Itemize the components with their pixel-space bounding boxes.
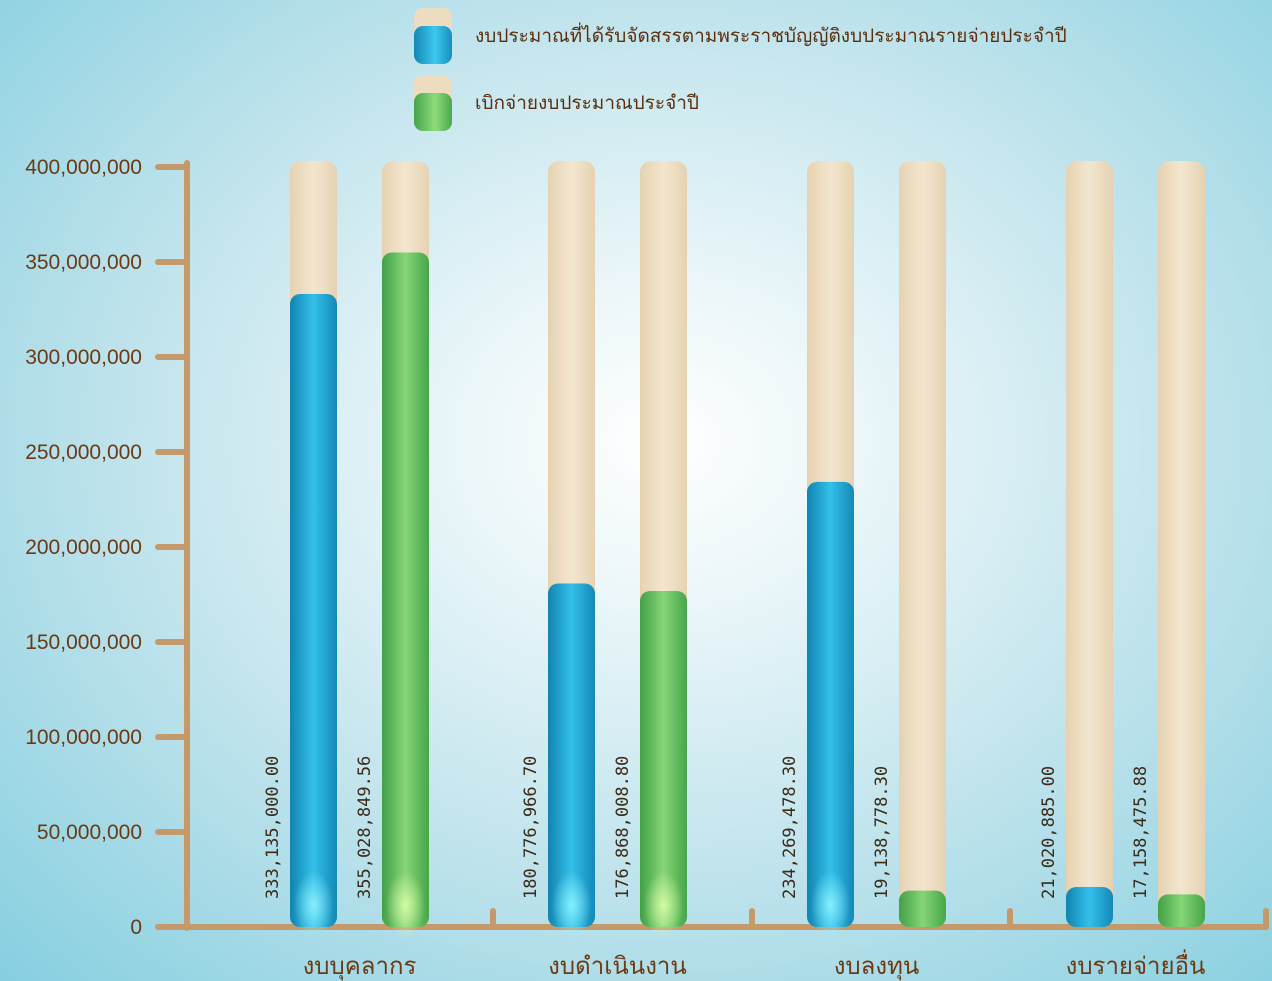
bar-disbursed — [382, 252, 429, 927]
legend-label-disbursed: เบิกจ่ายงบประมาณประจำปี — [475, 92, 699, 114]
y-tick-label: 0 — [130, 916, 142, 939]
x-category-label: งบลงทุน — [834, 952, 920, 981]
data-label: 180,776,966.70 — [521, 756, 541, 899]
data-label: 176,868,008.80 — [613, 756, 633, 899]
bar-disbursed — [899, 890, 946, 927]
x-category-label: งบรายจ่ายอื่น — [1066, 949, 1206, 980]
data-label: 21,020,885.00 — [1039, 766, 1059, 899]
legend-item-allocated: งบประมาณที่ได้รับจัดสรรตามพระราชบัญญัติง… — [414, 8, 1067, 64]
legend-swatch-disbursed — [414, 75, 452, 131]
data-label: 355,028,849.56 — [355, 756, 375, 899]
bar-glow — [810, 871, 851, 939]
bar-glow — [551, 871, 592, 939]
legend-swatch-allocated — [414, 8, 452, 64]
data-label: 19,138,778.30 — [872, 766, 892, 899]
bar-track — [899, 161, 946, 927]
legend-item-disbursed: เบิกจ่ายงบประมาณประจำปี — [414, 75, 1067, 131]
y-tick-label: 400,000,000 — [25, 156, 142, 179]
bar-disbursed — [1158, 894, 1205, 927]
y-tick-label: 350,000,000 — [25, 251, 142, 274]
legend-label-allocated: งบประมาณที่ได้รับจัดสรรตามพระราชบัญญัติง… — [475, 25, 1067, 47]
bar-allocated — [548, 583, 595, 927]
x-category-label: งบดำเนินงาน — [548, 952, 687, 980]
y-tick-label: 300,000,000 — [25, 346, 142, 369]
bar-glow — [385, 871, 426, 939]
data-label: 17,158,475.88 — [1131, 766, 1151, 899]
y-tick-label: 150,000,000 — [25, 631, 142, 654]
y-tick-label: 100,000,000 — [25, 726, 142, 749]
bar-allocated — [1066, 887, 1113, 927]
data-label: 333,135,000.00 — [263, 756, 283, 899]
y-tick-label: 200,000,000 — [25, 536, 142, 559]
data-label: 234,269,478.30 — [780, 756, 800, 899]
bar-track — [1158, 161, 1205, 927]
bar-disbursed — [640, 590, 687, 927]
bar-glow — [293, 871, 334, 939]
bar-track — [1066, 161, 1113, 927]
bar-allocated — [807, 481, 854, 927]
legend: งบประมาณที่ได้รับจัดสรรตามพระราชบัญญัติง… — [414, 8, 1067, 142]
x-category-label: งบบุคลากร — [303, 952, 417, 981]
y-tick-label: 250,000,000 — [25, 441, 142, 464]
bar-glow — [643, 871, 684, 939]
y-tick-label: 50,000,000 — [37, 821, 142, 844]
bar-allocated — [290, 294, 337, 928]
